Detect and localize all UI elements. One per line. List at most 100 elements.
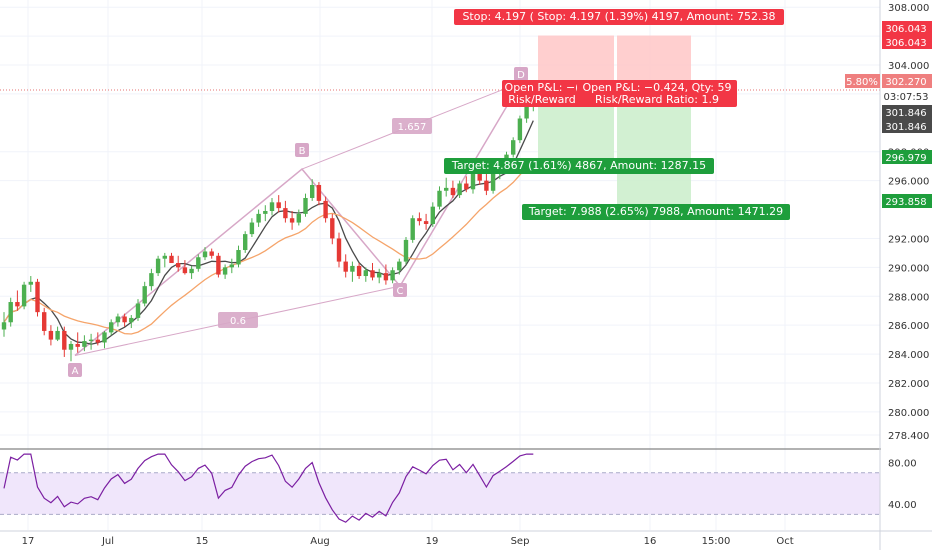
moving-averages [3,120,534,345]
rsi-pane [0,448,932,523]
pattern-point-a-box [68,363,82,377]
pl-label-b-line-1: Open P&L: −0.424, Qty: 59 [583,81,732,94]
pl-label-b-bg [577,80,737,107]
last-pct-tag-bg [845,74,880,88]
stop-label-bg [454,9,784,25]
pattern-ratio-box [218,312,258,328]
target-price-tag-2-bg [882,194,932,208]
candle-body [176,263,181,268]
candle-body [222,267,228,275]
candle-body [135,303,141,318]
target-price-tag-1-bg [882,150,932,164]
target1-label-line-1: Target: 4.867 (1.61%) 4867, Amount: 1287… [451,159,706,172]
candle-body [490,173,496,191]
candle-body [323,200,328,219]
target-price-tag-2: 293.858 [885,197,926,208]
target1-label-bg [444,158,714,174]
candle-body [28,281,33,285]
pattern-point-c-box [393,283,407,297]
candle-body [249,222,255,235]
time-tick-label: 17 [22,536,35,547]
stop-price-tag-2-bg [882,35,932,49]
candle-body [283,208,288,219]
candle-body [303,197,308,214]
candle-body [202,251,208,258]
ma-slow-line [3,159,534,335]
price-tick-label: 296.000 [888,177,929,188]
last-price-tag: 302.270 [885,77,926,88]
candle-body [430,206,435,224]
time-tick-label: 15 [196,536,209,547]
time-tick-label: 15:00 [702,536,731,547]
price-tick-label: 280.000 [888,408,929,419]
pattern-point-b-box [295,143,309,157]
candle-body [289,218,295,223]
entry-price-tag-1: 301.846 [885,108,926,119]
candle-body [196,257,201,269]
candle-body [88,339,94,342]
time-tick-label: 16 [644,536,657,547]
candle-body [42,312,47,331]
position-zones [538,35,691,212]
time-tick-label: Sep [511,536,530,547]
candle-body [229,264,234,268]
candle-body [511,140,516,155]
price-tick-label: 292.000 [888,234,929,245]
candle-body [129,317,134,323]
price-tick-label: 278.400 [888,431,929,442]
price-tick-label: 288.000 [888,292,929,303]
candles [1,83,536,362]
candle-body [470,171,476,190]
candle-body [189,268,194,274]
grid-lines [0,0,880,530]
pattern-point-c: C [397,286,404,297]
time-tick-label: Jul [101,536,114,547]
candle-body [115,316,121,323]
stop-label-line-1: Stop: 4.197 ( Stop: 4.197 (1.39%) 4197, … [462,10,775,23]
candle-body [182,267,188,274]
pattern-point-d-box [514,67,528,81]
candle-body [444,187,449,191]
rsi-line [3,453,534,523]
pl-label-b-line-2: Risk/Reward Ratio: 1.9 [595,93,719,106]
pattern-ratio-label: 0.6 [230,316,246,327]
candle-body [316,184,322,201]
candle-body [68,343,74,350]
entry-price-tag-2: 301.846 [885,122,926,133]
candle-body [276,202,281,209]
candle-body [296,213,301,223]
trade-labels: Stop: 4.197 ( Stop: 4.197 (1.39%) 4197, … [444,9,790,220]
candle-body [363,270,368,277]
candle-body [15,302,20,307]
candle-body [263,210,268,214]
target-price-tag-1: 296.979 [885,153,926,164]
countdown-tag: 03:07:53 [884,92,929,103]
last-price-tag-bg [882,74,932,88]
candle-body [450,187,456,196]
candle-body [330,218,335,239]
candle-body [142,286,147,304]
candle-body [524,99,529,119]
pl-label-a-line-1: Open P&L: −( [505,81,580,94]
stop-price-tag-1: 306.043 [885,24,926,35]
candle-body [410,218,415,240]
candle-body [464,183,469,190]
pattern-point-a: A [72,366,79,377]
candle-body [356,265,362,277]
candle-body [209,251,214,256]
candle-body [403,239,409,262]
ma-fast-line [3,120,534,345]
candle-body [423,221,429,224]
time-tick-label: Oct [776,536,793,547]
pl-label-a-bg [502,80,582,107]
countdown-tag-bg [882,89,932,103]
target-zone-2 [617,96,691,212]
candle-body [75,343,80,347]
candle-body [155,258,161,274]
price-tick-label: 290.000 [888,263,929,274]
candle-body [343,261,348,272]
candle-body [417,218,422,222]
